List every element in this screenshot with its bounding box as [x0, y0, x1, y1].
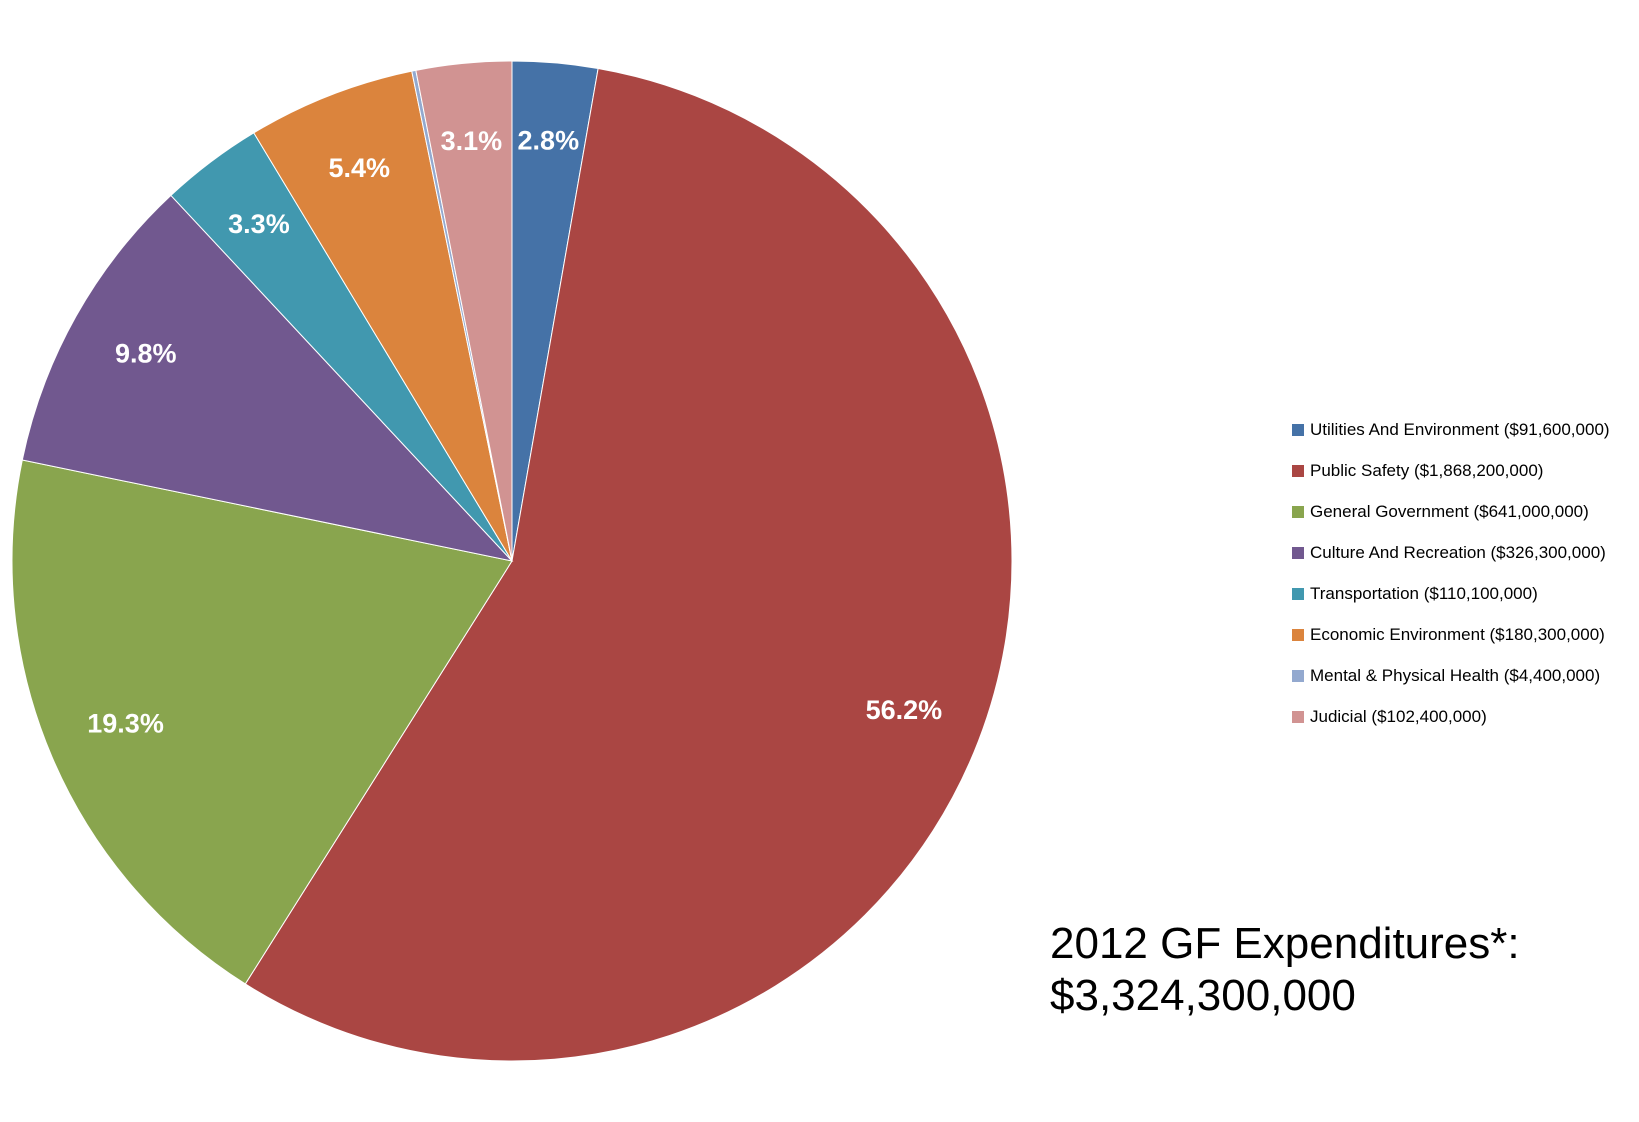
chart-legend: Utilities And Environment ($91,600,000) P… [1292, 409, 1637, 737]
legend-swatch [1292, 505, 1304, 518]
legend-item-economic-environment: Economic Environment ($180,300,000) [1292, 614, 1637, 655]
legend-swatch [1292, 669, 1304, 682]
legend-label: General Government ($641,000,000) [1310, 501, 1589, 521]
legend-swatch [1292, 464, 1304, 477]
pie-slice-economic-environment [253, 70, 513, 562]
pie-slice-judicial [415, 60, 513, 562]
legend-label: Mental & Physical Health ($4,400,000) [1310, 665, 1601, 685]
legend-item-culture-and-recreation: Culture And Recreation ($326,300,000) [1292, 532, 1637, 573]
legend-label: Culture And Recreation ($326,300,000) [1310, 542, 1606, 562]
legend-item-general-government: General Government ($641,000,000) [1292, 491, 1637, 532]
legend-label: Economic Environment ($180,300,000) [1310, 624, 1605, 644]
total-title: 2012 GF Expenditures*: [1050, 919, 1520, 968]
slice-label-transportation: 3.3% [228, 209, 290, 239]
pie-slice-culture-and-recreation [21, 194, 514, 562]
legend-swatch [1292, 587, 1304, 600]
pie-labels: 2.8% 56.2% 19.3% 9.8% 3.3% 5.4% 3.1% [87, 126, 942, 739]
slice-label-culture-and-recreation: 9.8% [115, 338, 177, 368]
pie-slices [11, 60, 1013, 1062]
legend-item-judicial: Judicial ($102,400,000) [1292, 696, 1637, 737]
slice-label-general-government: 19.3% [87, 709, 164, 739]
legend-label: Utilities And Environment ($91,600,000) [1310, 419, 1610, 439]
slice-label-judicial: 3.1% [441, 126, 503, 156]
legend-label: Transportation ($110,100,000) [1310, 583, 1538, 603]
legend-swatch [1292, 546, 1304, 559]
legend-swatch [1292, 710, 1304, 723]
slice-label-public-safety: 56.2% [866, 695, 943, 725]
legend-swatch [1292, 423, 1304, 436]
legend-label: Judicial ($102,400,000) [1310, 706, 1487, 726]
total-expenditures: 2012 GF Expenditures*: $3,324,300,000 [1050, 918, 1520, 1022]
slice-label-utilities-and-environment: 2.8% [518, 126, 580, 156]
pie-slice-general-government [11, 459, 513, 985]
pie-slice-public-safety [244, 67, 1013, 1062]
legend-item-mental-and-physical-health: Mental & Physical Health ($4,400,000) [1292, 655, 1637, 696]
slice-label-economic-environment: 5.4% [328, 153, 390, 183]
legend-swatch [1292, 628, 1304, 641]
total-amount: $3,324,300,000 [1050, 971, 1356, 1020]
legend-item-transportation: Transportation ($110,100,000) [1292, 573, 1637, 614]
legend-label: Public Safety ($1,868,200,000) [1310, 460, 1544, 480]
legend-item-utilities-and-environment: Utilities And Environment ($91,600,000) [1292, 409, 1637, 450]
legend-item-public-safety: Public Safety ($1,868,200,000) [1292, 450, 1637, 491]
